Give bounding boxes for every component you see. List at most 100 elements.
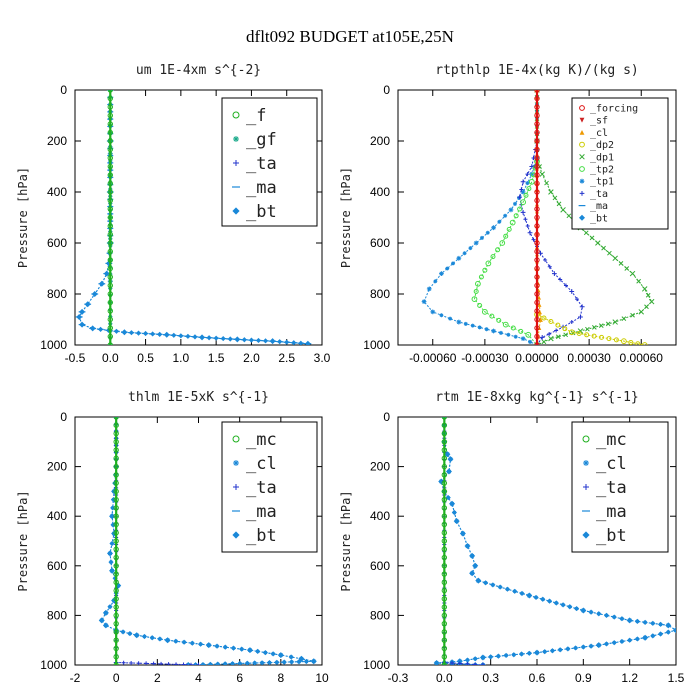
y-tick-label: 800 — [370, 608, 390, 622]
y-axis-label: Pressure [hPa] — [339, 167, 353, 268]
legend-marker-tp2 — [579, 166, 585, 172]
data-point-forcing — [534, 231, 540, 238]
data-point-bt — [109, 513, 116, 520]
data-point-dp2 — [606, 336, 612, 342]
data-point-f — [107, 138, 113, 144]
data-point-bt — [291, 340, 297, 345]
data-point-tp2 — [523, 192, 529, 198]
data-point-bt — [192, 334, 198, 340]
data-point-tp2 — [475, 280, 481, 287]
data-point-cl_small — [537, 310, 542, 315]
data-point-f — [107, 95, 113, 102]
legend-label: _ta — [590, 189, 608, 200]
data-point-ta — [547, 331, 552, 336]
data-point-tp2 — [531, 172, 537, 178]
legend-label: _ta — [596, 478, 627, 498]
data-point-bt — [289, 659, 295, 665]
x-tick-label: 1.5 — [668, 671, 685, 685]
x-tick-label: 0.9 — [575, 671, 592, 685]
data-point-f — [107, 223, 113, 229]
data-point-dp1 — [548, 335, 554, 342]
data-point-dp2 — [641, 342, 648, 345]
panel-title: um 1E-4xm s^{-2} — [136, 63, 261, 78]
data-point-tp2 — [520, 199, 526, 206]
data-point-mc — [441, 662, 448, 665]
data-point-dp2 — [599, 334, 605, 340]
data-point-tp2 — [481, 308, 488, 315]
data-point-mc — [113, 530, 119, 536]
data-point-ta — [159, 661, 164, 665]
legend: _mc _cl _ta _ma _bt — [571, 421, 669, 553]
data-point-f — [107, 325, 113, 331]
y-tick-label: 800 — [47, 608, 67, 622]
data-point-mc — [113, 571, 119, 577]
data-point-bt — [127, 630, 133, 637]
data-point-ta — [166, 662, 171, 665]
data-point-tp1 — [473, 240, 479, 246]
data-point-bt — [277, 652, 284, 659]
data-point-bt — [642, 619, 648, 625]
data-point-mc — [441, 620, 448, 627]
data-point-mc — [441, 422, 448, 428]
x-tick-label: 0.0 — [102, 351, 119, 365]
data-point-tp1 — [520, 336, 526, 342]
data-point-bt — [112, 480, 118, 486]
data-point-mc — [441, 563, 448, 569]
data-point-bt — [207, 661, 213, 665]
data-point-dp2 — [584, 332, 590, 338]
data-point-f — [107, 316, 113, 323]
data-point-tp1 — [503, 213, 508, 218]
y-tick-label: 400 — [47, 509, 67, 523]
data-point-dp1 — [598, 323, 604, 328]
data-point-bt — [479, 654, 486, 661]
data-point-bt — [97, 326, 104, 332]
data-point-bt — [445, 495, 451, 501]
data-point-ta — [554, 328, 559, 333]
data-point-f — [107, 342, 113, 345]
data-point-tp2 — [525, 331, 532, 338]
data-point-dp1 — [583, 230, 589, 236]
data-point-bt — [580, 644, 586, 650]
data-point-tp1 — [517, 195, 522, 200]
data-point-forcing — [534, 291, 540, 297]
x-tick-label: -0.00060 — [409, 351, 457, 365]
x-tick-label: 0.3 — [482, 671, 499, 685]
data-point-tp2 — [482, 267, 488, 273]
data-point-tp2 — [471, 296, 478, 303]
data-point-ta — [473, 662, 478, 665]
data-point-ta — [523, 217, 528, 222]
panel-title: rtpthlp 1E-4x(kg K)/(kg s) — [435, 63, 639, 78]
data-point-dp1 — [612, 319, 618, 325]
data-point-tp2 — [496, 317, 502, 323]
data-point-mc — [113, 662, 119, 665]
data-point-dp1 — [552, 195, 558, 201]
y-tick-label: 1000 — [40, 338, 67, 352]
data-point-dp1 — [560, 207, 566, 213]
data-point-ta — [563, 283, 568, 288]
data-point-f — [107, 155, 113, 161]
data-point-bt — [222, 661, 228, 665]
data-point-tp2 — [513, 213, 519, 219]
series-line-bt — [101, 417, 314, 665]
data-point-bt — [106, 550, 113, 557]
data-point-forcing — [534, 299, 540, 306]
data-point-bt — [189, 640, 195, 646]
x-tick-label: 0.0 — [436, 671, 453, 685]
data-point-bt — [141, 633, 148, 640]
data-point-tp2 — [490, 254, 496, 260]
data-point-forcing — [534, 274, 540, 280]
y-tick-label: 0 — [60, 83, 67, 97]
data-point-bt — [469, 570, 476, 577]
data-point-mc — [113, 505, 119, 511]
data-point-mc — [113, 596, 119, 602]
data-point-dp1 — [601, 245, 606, 251]
data-point-mc — [113, 604, 119, 610]
series-group — [433, 417, 676, 665]
legend-label: _cl — [590, 128, 608, 139]
data-point-mc — [441, 579, 448, 586]
legend-marker-bt — [582, 531, 590, 539]
x-tick-label: 0.00030 — [567, 351, 611, 365]
data-point-bt — [488, 654, 494, 660]
data-point-ta — [527, 230, 533, 236]
